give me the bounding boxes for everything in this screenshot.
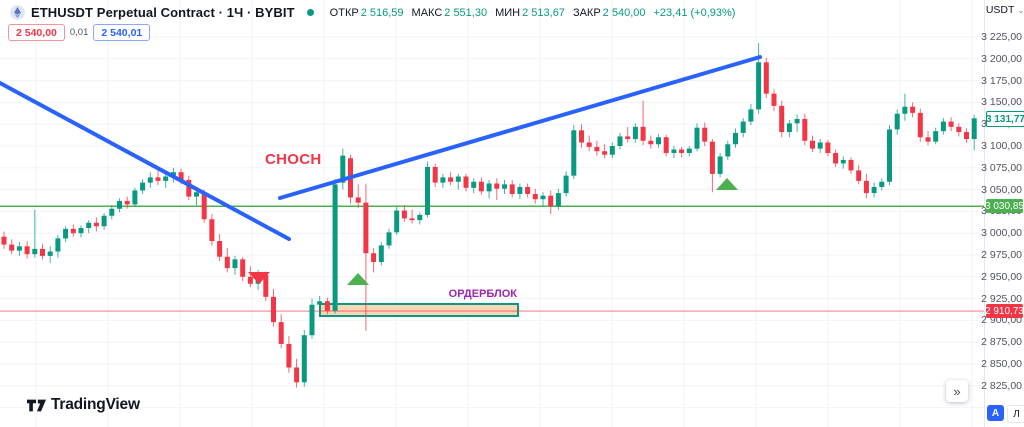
- price-axis[interactable]: USDT ⌄ 3 225,00 3 200,00 3 175,00 3 150,00 3…: [981, 0, 1024, 427]
- spread-value: 0,01: [69, 27, 89, 38]
- low-label: МИН: [495, 6, 521, 19]
- tradingview-logo-icon: [27, 399, 46, 411]
- change-value: +23,41 (+0,93%): [653, 6, 736, 19]
- bid-ask-row: 2 540,00 0,01 2 540,01: [8, 24, 151, 41]
- price-tick-label: 2 975,00: [981, 249, 1022, 261]
- price-tick-label: 3 100,00: [981, 140, 1022, 152]
- symbol-title[interactable]: ETHUSDT Perpetual Contract · 1Ч · BYBIT: [31, 5, 295, 20]
- up-arrow-marker-2: [716, 178, 738, 190]
- buy-button[interactable]: 2 540,01: [93, 24, 151, 41]
- currency-label: USDT: [985, 4, 1015, 16]
- open-label: ОТКР: [329, 6, 359, 19]
- tradingview-watermark[interactable]: TradingView: [27, 396, 140, 414]
- close-label: ЗАКР: [572, 6, 601, 19]
- price-tick-label: 3 075,00: [981, 161, 1022, 174]
- descending-trendline: [0, 81, 291, 241]
- low-value: 2 513,67: [522, 6, 565, 19]
- sell-button[interactable]: 2 540,00: [8, 24, 65, 41]
- price-tick-label: 3 000,00: [981, 227, 1022, 240]
- high-value: 2 551,30: [444, 6, 488, 19]
- market-status-dot[interactable]: [306, 9, 314, 16]
- close-value: 2 540,00: [602, 6, 646, 19]
- orderblock-rectangle: [319, 303, 519, 317]
- candles-layer: [1, 43, 977, 388]
- ohlc-values: ОТКР 2 516,59 МАКС 2 551,30 МИН 2 513,67 ЗА…: [330, 7, 736, 19]
- price-tick-label: 3 175,00: [981, 74, 1022, 87]
- chevron-down-icon: ⌄: [1017, 5, 1024, 15]
- down-arrow-marker-0: [248, 272, 270, 284]
- auto-scale-button[interactable]: А: [987, 405, 1004, 421]
- price-tick-label: 2 875,00: [981, 336, 1022, 349]
- open-value: 2 516,59: [360, 6, 404, 19]
- collapse-panel-button[interactable]: »: [946, 380, 968, 402]
- price-tick-label: 2 825,00: [981, 379, 1022, 392]
- red-line-price-label: 2 910,73: [985, 304, 1024, 318]
- log-scale-button[interactable]: Л: [1007, 405, 1024, 423]
- price-tick-label: 2 925,00: [981, 292, 1022, 305]
- tradingview-watermark-text: TradingView: [51, 396, 140, 413]
- up-arrow-marker-1: [347, 273, 369, 285]
- current-price-label: 3 131,77: [986, 111, 1024, 127]
- green-line-price-label: 3 030,85: [985, 199, 1024, 213]
- price-tick-label: 3 200,00: [981, 52, 1022, 65]
- symbol-header: ETHUSDT Perpetual Contract · 1Ч · BYBIT …: [10, 5, 735, 20]
- price-tick-label: 3 150,00: [981, 96, 1022, 109]
- ascending-trendline: [278, 55, 762, 200]
- orderblock-annotation[interactable]: ОРДЕРБЛОК: [448, 288, 517, 300]
- eth-symbol-icon: [10, 5, 25, 20]
- currency-dropdown[interactable]: USDT ⌄: [985, 4, 1024, 16]
- grid-layer: [0, 0, 984, 427]
- price-tick-label: 3 050,00: [981, 183, 1022, 196]
- choch-annotation[interactable]: CHOCH: [265, 151, 322, 168]
- high-label: МАКС: [411, 6, 443, 19]
- axis-buttons: А Л: [987, 405, 1024, 423]
- price-tick-label: 2 850,00: [981, 358, 1022, 370]
- price-tick-label: 2 950,00: [981, 270, 1022, 283]
- price-tick-label: 3 225,00: [981, 31, 1022, 43]
